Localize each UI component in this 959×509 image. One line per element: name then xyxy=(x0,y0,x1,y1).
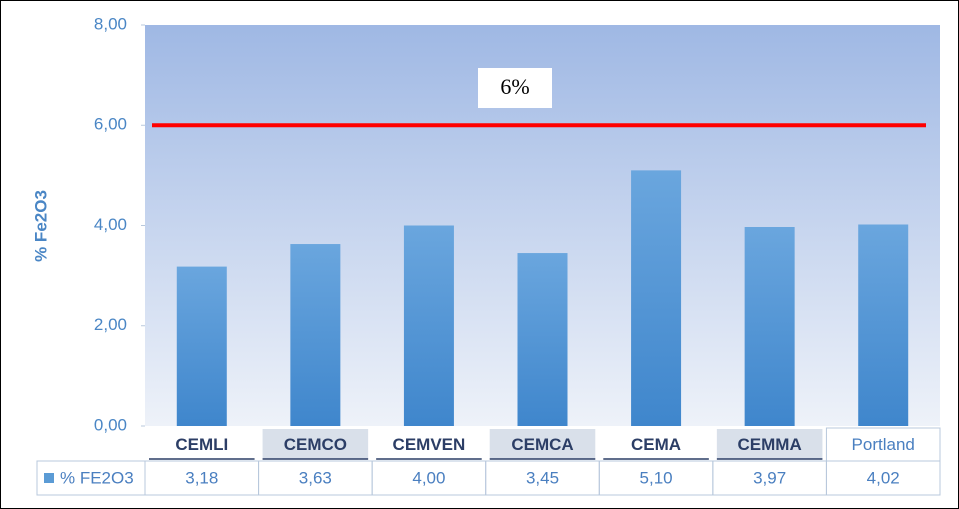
bar xyxy=(403,225,454,426)
x-tick-label: CEMA xyxy=(631,435,681,454)
y-tick-label: 0,00 xyxy=(94,415,127,434)
category-cell-bg xyxy=(716,429,823,459)
x-tick-label: CEMCO xyxy=(284,435,347,454)
data-label: 4,02 xyxy=(867,468,900,487)
data-label: 5,10 xyxy=(640,468,673,487)
bar xyxy=(744,227,795,426)
data-label: 4,00 xyxy=(412,468,445,487)
y-tick-label: 6,00 xyxy=(94,115,127,134)
legend-label: % FE2O3 xyxy=(60,468,134,487)
x-tick-label: CEMVEN xyxy=(393,435,466,454)
y-tick-label: 4,00 xyxy=(94,215,127,234)
data-label: 3,18 xyxy=(185,468,218,487)
table-cell xyxy=(825,460,941,496)
data-label: 3,63 xyxy=(299,468,332,487)
data-label: 3,97 xyxy=(753,468,786,487)
category-cell-bg xyxy=(262,429,369,459)
x-tick-label: CEMLI xyxy=(175,435,228,454)
y-tick-label: 2,00 xyxy=(94,315,127,334)
category-cell-bg xyxy=(489,429,596,459)
annotation-box xyxy=(478,68,552,108)
bar xyxy=(176,266,227,426)
annotation: 6% xyxy=(500,74,529,99)
bar xyxy=(517,253,568,426)
bar xyxy=(290,244,341,426)
bar xyxy=(631,170,682,426)
data-label: 3,45 xyxy=(526,468,559,487)
x-tick-label: Portland xyxy=(852,435,915,454)
x-tick-label: CEMMA xyxy=(738,435,802,454)
bar xyxy=(858,224,909,426)
y-axis-label: % Fe2O3 xyxy=(31,190,50,262)
legend-swatch xyxy=(44,473,54,483)
x-tick-label: CEMCA xyxy=(511,435,573,454)
y-tick-label: 8,00 xyxy=(94,14,127,33)
